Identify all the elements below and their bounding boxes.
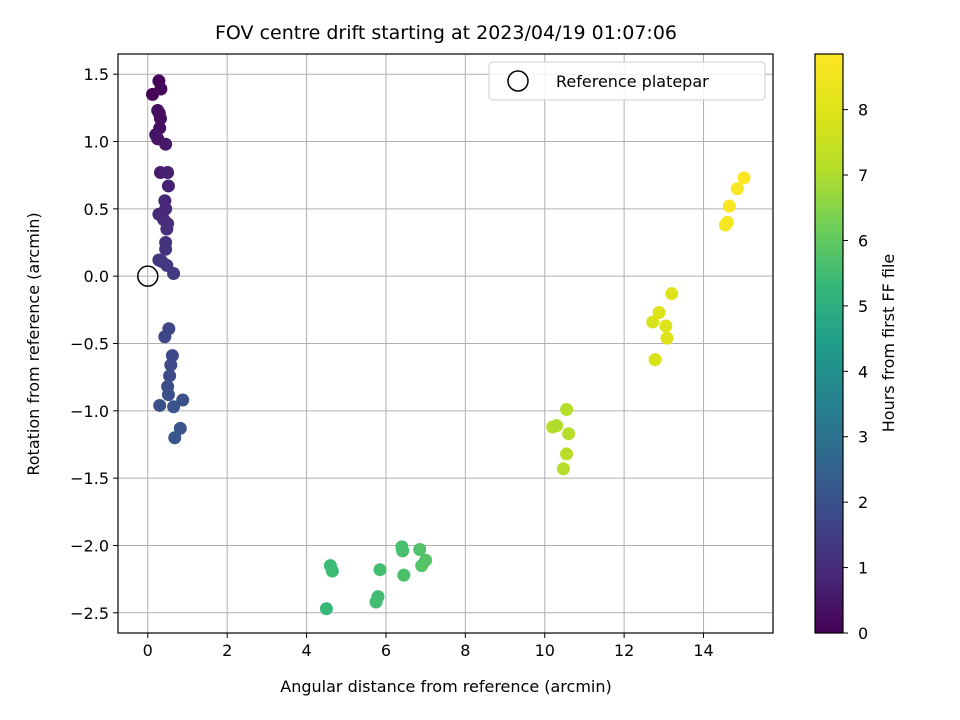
colorbar-tick-label: 1 — [858, 559, 868, 578]
y-tick-label: −2.0 — [70, 536, 109, 555]
colorbar-tick-label: 4 — [858, 362, 868, 381]
colorbar-frame — [814, 53, 844, 634]
x-tick-label: 4 — [301, 641, 311, 660]
data-point — [648, 353, 662, 367]
data-point — [163, 369, 177, 383]
x-tick-label: 14 — [693, 641, 713, 660]
data-point — [720, 215, 734, 229]
colorbar-tick-label: 8 — [858, 101, 868, 120]
data-point — [419, 553, 433, 567]
data-point — [737, 171, 751, 185]
y-tick-label: −1.5 — [70, 469, 109, 488]
data-point — [660, 331, 674, 345]
data-point — [173, 421, 187, 435]
x-axis: 0 2 4 6 8 10 12 14 — [143, 633, 714, 660]
legend-marker — [507, 70, 529, 92]
y-tick-label: 0.5 — [84, 200, 109, 219]
chart-title: FOV centre drift starting at 2023/04/19 … — [215, 22, 677, 44]
data-point — [413, 543, 427, 557]
colorbar-tick-label: 5 — [858, 297, 868, 316]
data-point — [325, 564, 339, 578]
x-tick-label: 10 — [535, 641, 555, 660]
data-point — [161, 388, 175, 402]
data-point — [161, 179, 175, 193]
y-tick-label: 1.0 — [84, 133, 109, 152]
scatter-points — [146, 74, 751, 616]
data-point — [152, 106, 166, 120]
data-point — [652, 306, 666, 320]
y-tick-label: −0.5 — [70, 335, 109, 354]
data-point — [319, 602, 333, 616]
data-point — [161, 165, 175, 179]
y-tick-label: −1.0 — [70, 402, 109, 421]
data-point — [665, 287, 679, 301]
colorbar-tick-label: 2 — [858, 493, 868, 512]
x-axis-label: Angular distance from reference (arcmin) — [280, 677, 611, 696]
data-point — [176, 393, 190, 407]
data-point — [154, 82, 168, 96]
data-point — [159, 242, 173, 256]
data-point — [159, 137, 173, 151]
colorbar-tick-label: 3 — [858, 428, 868, 447]
x-tick-label: 2 — [222, 641, 232, 660]
data-point — [556, 462, 570, 476]
reference-marker — [137, 265, 159, 287]
data-point — [373, 563, 387, 577]
data-point — [168, 431, 182, 445]
data-point — [646, 315, 660, 329]
data-point — [550, 419, 564, 433]
data-point — [397, 568, 411, 582]
data-point — [396, 544, 410, 558]
colorbar-tick-label: 6 — [858, 231, 868, 250]
data-point — [560, 402, 574, 416]
data-point — [167, 266, 181, 280]
data-point — [164, 358, 178, 372]
data-point — [153, 398, 167, 412]
data-point — [562, 427, 576, 441]
y-axis-label: Rotation from reference (arcmin) — [24, 212, 43, 475]
data-point — [659, 319, 673, 333]
x-tick-label: 8 — [460, 641, 470, 660]
data-point — [167, 400, 181, 414]
legend: Reference platepar — [488, 61, 766, 101]
data-point — [730, 182, 744, 196]
colorbar-axis: 0 1 2 3 4 5 6 7 8 — [843, 101, 868, 643]
y-tick-label: 0.0 — [84, 267, 109, 286]
colorbar-tick-label: 7 — [858, 166, 868, 185]
y-axis: −2.5 −2.0 −1.5 −1.0 −0.5 0.0 0.5 1.0 1.5 — [70, 65, 118, 623]
legend-box — [488, 61, 766, 101]
x-tick-label: 12 — [614, 641, 634, 660]
grid — [118, 54, 773, 633]
data-point — [722, 199, 736, 213]
y-tick-label: −2.5 — [70, 604, 109, 623]
y-tick-label: 1.5 — [84, 65, 109, 84]
data-point — [560, 447, 574, 461]
colorbar-label: Hours from first FF file — [879, 254, 898, 433]
data-point — [160, 222, 174, 236]
data-point — [158, 330, 172, 344]
colorbar — [815, 54, 843, 633]
legend-label: Reference platepar — [556, 72, 709, 91]
colorbar-tick-label: 0 — [858, 624, 868, 643]
x-tick-label: 0 — [143, 641, 153, 660]
data-point — [369, 595, 383, 609]
x-tick-label: 6 — [381, 641, 391, 660]
